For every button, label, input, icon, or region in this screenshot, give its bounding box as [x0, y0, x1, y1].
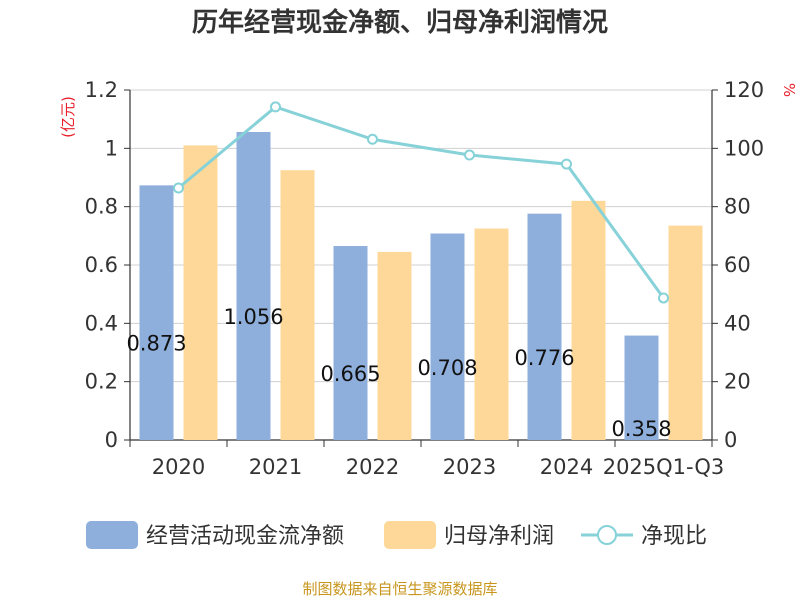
bar-cashflow [236, 132, 271, 440]
left-axis-tick-label: 1 [105, 136, 118, 160]
x-axis-tick-label: 2022 [346, 455, 399, 479]
axes [124, 89, 718, 447]
right-axis-tick-label: 120 [724, 78, 764, 102]
ratio-line [173, 101, 669, 304]
right-axis-tick-label: 100 [724, 136, 764, 160]
bar-cashflow [430, 233, 465, 440]
bar-value-label: 0.873 [126, 332, 186, 356]
bar-value-label: 1.056 [223, 305, 283, 329]
right-axis-tick-label: 20 [724, 370, 751, 394]
bar-value-label: 0.665 [320, 362, 380, 386]
left-axis-tick-label: 0.2 [85, 370, 118, 394]
left-axis-tick-label: 0.4 [85, 311, 118, 335]
left-axis-tick-label: 0 [105, 428, 118, 452]
ratio-point [173, 182, 184, 194]
bar-net-profit [571, 200, 606, 440]
left-axis-tick-label: 1.2 [85, 78, 118, 102]
legend: 经营活动现金流净额 归母净利润 净现比 [86, 521, 707, 549]
bar-net-profit [183, 145, 218, 440]
right-axis-tick-label: 40 [724, 311, 751, 335]
bars [139, 132, 703, 441]
bar-net-profit [377, 251, 412, 440]
bar-cashflow [527, 213, 562, 440]
legend-label: 经营活动现金流净额 [146, 524, 344, 549]
bar-value-label: 0.776 [514, 346, 574, 370]
data-labels: 0.873 1.056 0.665 0.708 0.776 0.358 [126, 305, 671, 441]
ratio-point [270, 101, 281, 113]
bar-net-profit [280, 170, 315, 441]
bar-value-label: 0.708 [417, 356, 477, 380]
legend-swatch [384, 521, 436, 549]
x-axis-tick-label: 2021 [249, 455, 302, 479]
left-axis-unit: (亿元) [59, 96, 77, 138]
left-axis-tick-label: 0.8 [85, 195, 118, 219]
x-axis-tick-label: 2020 [152, 455, 205, 479]
ratio-point [561, 158, 572, 170]
legend-label: 归母净利润 [444, 524, 554, 549]
bar-net-profit [474, 228, 509, 440]
bar-cashflow [624, 335, 659, 440]
bar-cashflow [333, 246, 368, 440]
right-axis-tick-label: 0 [724, 428, 737, 452]
legend-label: 净现比 [641, 524, 707, 549]
right-axis-tick-label: 80 [724, 195, 751, 219]
ratio-point [464, 149, 475, 161]
left-axis-tick-label: 0.6 [85, 253, 118, 277]
right-axis-unit: % [780, 83, 798, 97]
source-note: 制图数据来自恒生聚源数据库 [302, 580, 497, 598]
x-axis-tick-label: 2023 [443, 455, 496, 479]
x-axis-tick-label: 2025Q1-Q3 [603, 455, 725, 479]
ratio-point [367, 133, 378, 145]
bar-cashflow [139, 185, 174, 440]
right-axis-tick-label: 60 [724, 253, 751, 277]
legend-swatch [86, 521, 138, 549]
bar-net-profit [668, 225, 703, 440]
ratio-line-path [177, 105, 665, 299]
tick-labels: 0 0.2 0.4 0.6 0.8 1 1.2 0 20 40 60 80 100 120 2020 2021… [85, 78, 765, 479]
ratio-point [658, 292, 669, 304]
legend-marker [597, 525, 617, 545]
bar-value-label: 0.358 [611, 417, 671, 441]
x-axis-tick-label: 2024 [540, 455, 593, 479]
chart-title: 历年经营现金净额、归母净利润情况 [192, 7, 608, 38]
